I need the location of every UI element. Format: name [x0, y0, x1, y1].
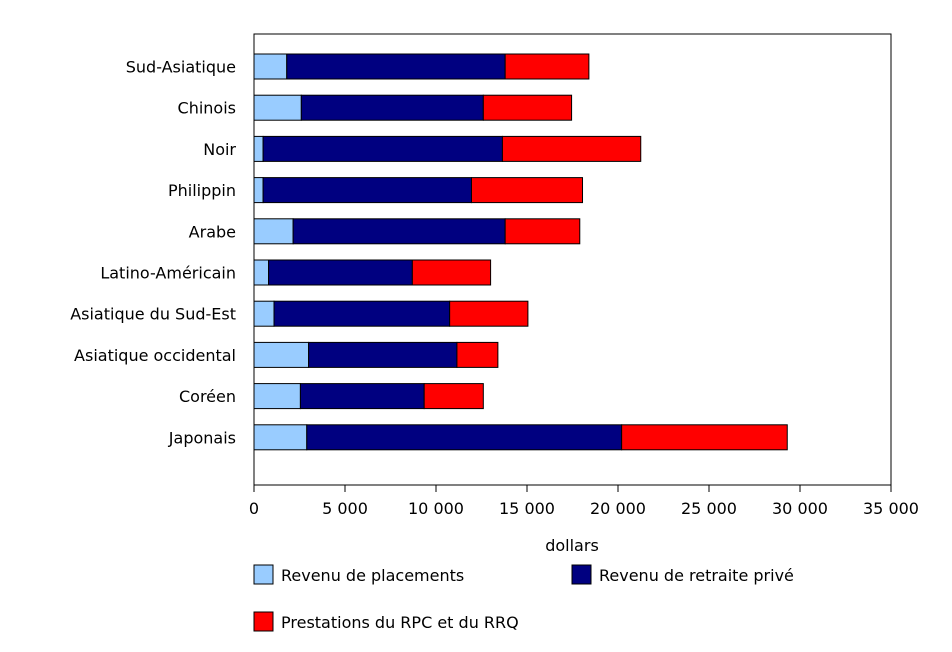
category-label: Latino-Américain [100, 264, 236, 283]
category-label: Coréen [179, 387, 236, 406]
legend-label-3: Prestations du RPC et du RRQ [281, 613, 519, 632]
bars-group [253, 53, 788, 451]
bar-segment-1-10 [253, 424, 308, 451]
category-label: Sud-Asiatique [126, 58, 236, 77]
x-tick-label: 0 [249, 499, 259, 518]
bar-segment-1-9 [253, 383, 301, 410]
category-label: Asiatique occidental [74, 346, 236, 365]
category-labels: Sud-Asiatique Chinois Noir Philippin Arabe La… [70, 58, 236, 448]
x-tick-label: 25 000 [681, 499, 737, 518]
bar-segment-3-5 [504, 218, 581, 245]
bar-segment-1-2 [253, 94, 302, 121]
category-label: Chinois [178, 99, 236, 118]
x-axis-title: dollars [545, 536, 599, 555]
category-label: Noir [203, 140, 236, 159]
bar-segment-2-6 [268, 259, 413, 286]
x-tick-label: 20 000 [590, 499, 646, 518]
bar-segment-3-9 [423, 383, 484, 410]
bar-segment-1-5 [253, 218, 294, 245]
bar-segment-3-8 [456, 341, 499, 368]
bar-segment-3-6 [411, 259, 492, 286]
bar-segment-2-9 [299, 383, 425, 410]
bar-segment-3-2 [482, 94, 573, 121]
category-label: Japonais [168, 428, 236, 447]
bar-segment-2-2 [300, 94, 484, 121]
bar-segment-3-1 [504, 53, 590, 80]
bar-segment-3-7 [449, 300, 529, 327]
bar-segment-1-3 [253, 135, 264, 162]
x-tick-label: 35 000 [863, 499, 919, 518]
bar-segment-3-3 [501, 135, 642, 162]
legend-swatch-1 [253, 564, 274, 585]
category-label: Asiatique du Sud-Est [70, 305, 236, 324]
x-tick-label: 5 000 [322, 499, 368, 518]
bar-segment-2-3 [262, 135, 503, 162]
bar-segment-1-4 [253, 177, 264, 204]
bar-segment-3-4 [470, 177, 584, 204]
legend-label-2: Revenu de retraite privé [599, 566, 794, 585]
bar-segment-2-5 [292, 218, 506, 245]
bar-segment-1-6 [253, 259, 270, 286]
bar-segment-2-10 [306, 424, 623, 451]
category-label: Philippin [168, 181, 236, 200]
legend-swatch-2 [571, 564, 592, 585]
x-axis-ticks: 0 5 000 10 000 15 000 20 000 25 000 30 000 35 0… [249, 485, 919, 518]
x-tick-label: 10 000 [408, 499, 464, 518]
bar-segment-2-8 [308, 341, 458, 368]
legend: Revenu de placements Revenu de retraite p… [253, 564, 794, 632]
bar-segment-1-7 [253, 300, 275, 327]
legend-swatch-3 [253, 611, 274, 632]
bar-segment-2-7 [273, 300, 451, 327]
x-tick-label: 30 000 [772, 499, 828, 518]
bar-segment-2-1 [286, 53, 506, 80]
legend-label-1: Revenu de placements [281, 566, 464, 585]
bar-segment-2-4 [262, 177, 472, 204]
bar-segment-1-1 [253, 53, 288, 80]
bar-segment-3-10 [621, 424, 788, 451]
x-tick-label: 15 000 [499, 499, 555, 518]
category-label: Arabe [189, 222, 236, 241]
bar-segment-1-8 [253, 341, 310, 368]
